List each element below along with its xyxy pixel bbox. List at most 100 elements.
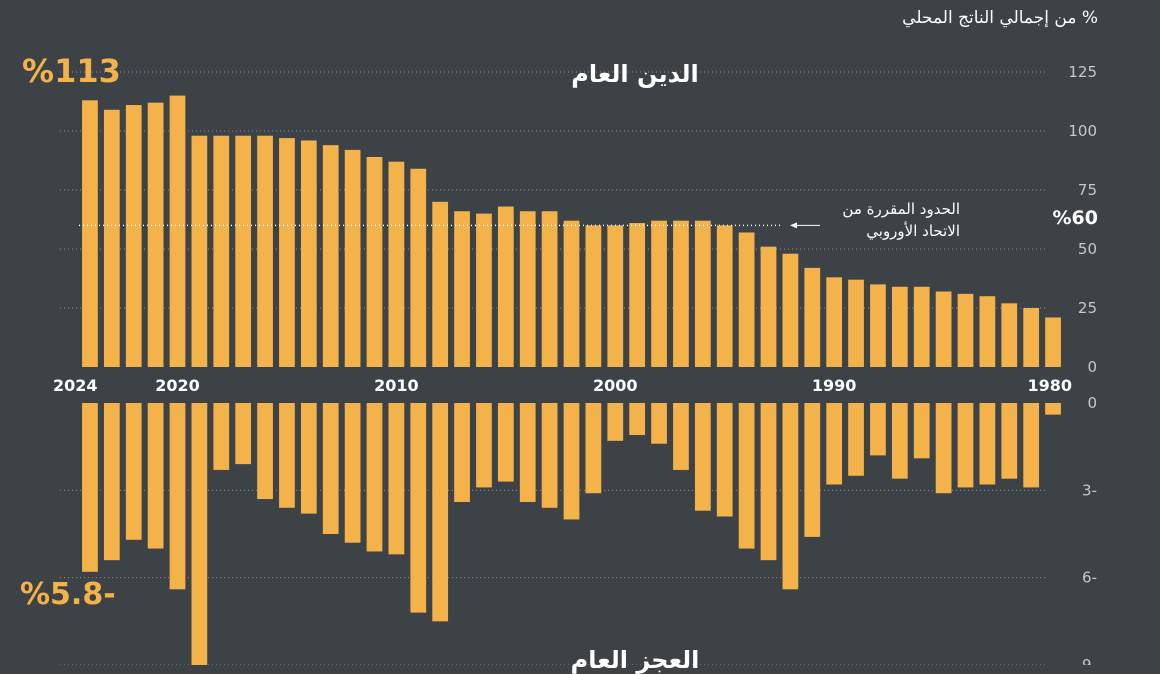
deficit-bar [782, 403, 799, 590]
debt-y-axis-ticks: 0 25 50 75 100 125 [1068, 63, 1097, 376]
deficit-bars [82, 403, 1061, 665]
debt-bar [454, 211, 470, 367]
debt-y-tick-label: 25 [1078, 299, 1097, 317]
deficit-bar [344, 403, 361, 543]
debt-bar [563, 220, 580, 367]
deficit-bar [388, 403, 405, 555]
debt-bar [1045, 317, 1061, 367]
debt-bar [257, 135, 273, 367]
debt-bar [694, 220, 711, 367]
deficit-bar [607, 403, 624, 441]
deficit-bar [870, 403, 886, 456]
debt-panel-title: الدين العام [571, 60, 699, 88]
deficit-gridlines [60, 489, 1045, 665]
deficit-bar [651, 403, 667, 444]
deficit-latest-value: %5.8- [20, 577, 116, 612]
debt-bar [716, 225, 733, 367]
debt-bar [213, 135, 230, 367]
deficit-bar [366, 403, 383, 552]
deficit-bar [891, 403, 908, 479]
debt-bar [629, 223, 646, 367]
debt-bar [476, 213, 492, 367]
deficit-bar [257, 403, 273, 500]
deficit-bar [957, 403, 974, 488]
debt-bar [1023, 308, 1040, 367]
deficit-y-tick-label: 3- [1082, 481, 1097, 499]
debt-bar [1001, 303, 1018, 367]
eu-limit-reference-line [79, 222, 820, 229]
deficit-y-axis-ticks: 0 3- 6- 9- [1082, 394, 1097, 665]
debt-bar [388, 161, 405, 367]
deficit-bar [82, 403, 98, 572]
reference-arrow-head [790, 222, 797, 229]
debt-bar [913, 286, 930, 367]
deficit-bar [804, 403, 821, 537]
debt-bar [541, 211, 558, 367]
deficit-bar [826, 403, 843, 485]
debt-bar [738, 232, 755, 367]
deficit-bar [585, 403, 602, 494]
x-tick-label: 2010 [374, 376, 419, 395]
debt-bar [300, 140, 317, 367]
deficit-bar [979, 403, 996, 485]
deficit-bar [541, 403, 558, 508]
debt-bar [979, 296, 996, 367]
deficit-bar [848, 403, 864, 476]
debt-bar [125, 105, 142, 367]
deficit-bar [432, 403, 449, 622]
unit-label: % من إجمالي الناتج المحلي [902, 8, 1098, 28]
x-tick-label: 2024 [53, 376, 98, 395]
deficit-bar [738, 403, 755, 549]
deficit-bar [279, 403, 295, 508]
debt-bar [169, 95, 186, 367]
x-tick-label: 1980 [1027, 376, 1072, 395]
debt-bar [607, 225, 624, 367]
deficit-bar [673, 403, 689, 470]
deficit-bar [563, 403, 580, 520]
debt-bar [848, 279, 864, 367]
deficit-bar [213, 403, 230, 470]
deficit-y-tick-label: 6- [1082, 569, 1097, 587]
debt-bar [760, 246, 777, 367]
deficit-bar [147, 403, 164, 549]
debt-y-tick-label: 125 [1068, 63, 1097, 81]
deficit-bar [322, 403, 339, 534]
debt-bar [279, 138, 295, 367]
debt-bars [82, 95, 1061, 368]
debt-bar [191, 135, 208, 367]
debt-bar [366, 156, 383, 367]
deficit-bar [694, 403, 711, 511]
deficit-y-tick-label: 9- [1082, 656, 1097, 665]
x-tick-label: 2020 [155, 376, 200, 395]
debt-y-tick-label: 50 [1078, 240, 1097, 258]
debt-bar [891, 286, 908, 367]
deficit-bar [235, 403, 252, 465]
debt-bar [103, 109, 120, 367]
deficit-bar [300, 403, 317, 514]
debt-bar [870, 284, 886, 367]
deficit-y-tick-label: 0 [1087, 394, 1097, 412]
debt-latest-value: %113 [22, 52, 121, 90]
debt-bar [497, 206, 514, 367]
debt-y-tick-label: 100 [1068, 122, 1097, 140]
deficit-bar [191, 403, 208, 665]
deficit-bar [716, 403, 733, 517]
debt-bar [322, 145, 339, 367]
debt-bar [673, 220, 689, 367]
debt-bar [519, 211, 536, 367]
debt-bar [782, 253, 799, 367]
x-axis-ticks: 2024 2020 2010 2000 1990 1980 [53, 376, 1072, 395]
deficit-bar [935, 403, 952, 494]
x-tick-label: 1990 [812, 376, 857, 395]
debt-bar [82, 100, 98, 367]
debt-bar [804, 267, 821, 367]
deficit-bar [1001, 403, 1018, 479]
deficit-bar [913, 403, 930, 459]
debt-bar [410, 168, 427, 367]
debt-bar [957, 293, 974, 367]
deficit-panel-title: العجز العام [570, 646, 700, 674]
x-tick-label: 2000 [593, 376, 638, 395]
deficit-bar [497, 403, 514, 482]
debt-bar [935, 291, 952, 367]
